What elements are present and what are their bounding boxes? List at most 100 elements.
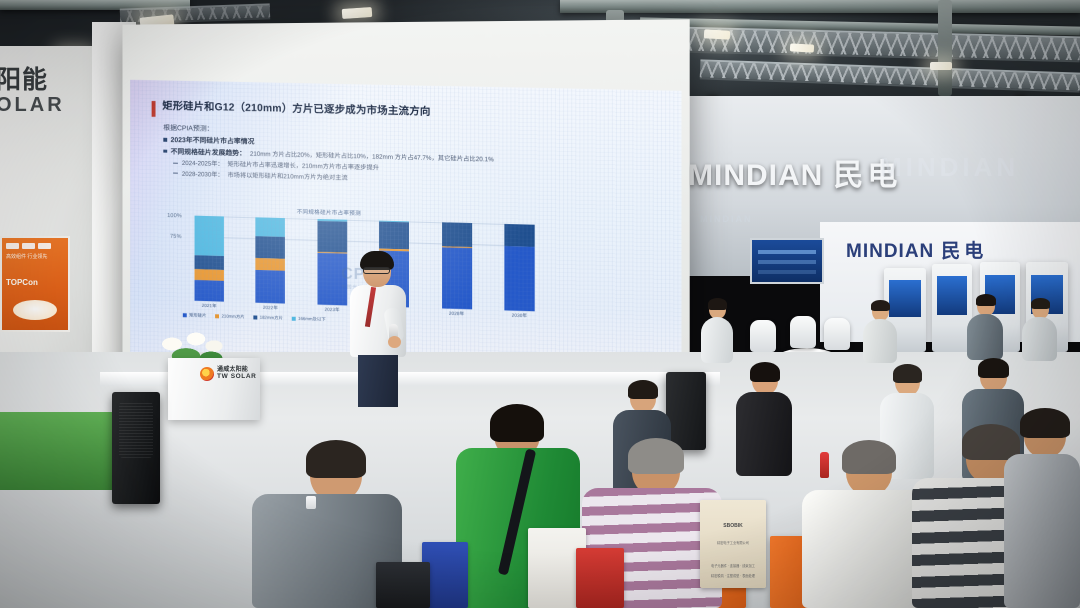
bar-segment-矩形硅片: [255, 270, 286, 304]
podium-brand-logo: 通威太阳能 TW SOLAR: [200, 367, 256, 381]
legend-label: 210mm方片: [221, 313, 245, 320]
legend-item-210mm方片: 210mm方片: [215, 313, 245, 320]
lounge-chair-2: [824, 318, 850, 350]
poster-headline: TOPCon: [6, 278, 38, 287]
left-booth-sign: 阳能 OLAR: [0, 68, 65, 116]
hair: [708, 298, 727, 310]
mindian-sign-top-cn: 民电: [833, 159, 902, 192]
hair: [842, 440, 896, 474]
audience-member-back-4: [1022, 298, 1058, 361]
x-tick-2022年: 2022年: [262, 304, 279, 311]
audience-member-mid-1: [734, 362, 794, 476]
bar-segment-182mm方片: [317, 220, 348, 253]
torso: [863, 319, 897, 363]
bullet-4-text: 市场将以矩形硅片和210mm方片为绝对主流: [227, 171, 348, 182]
bullet-square-icon: [163, 149, 167, 153]
presentation-podium: [168, 358, 260, 420]
panel-light-6: [930, 62, 952, 70]
hair: [1031, 298, 1050, 309]
chart-title: 不同规格硅片市占率预测: [296, 209, 361, 218]
tote-bag-dark: [376, 562, 430, 608]
poster-logo-row: [6, 243, 51, 249]
left-booth-sign-en: OLAR: [0, 94, 65, 116]
pa-speaker-left: [112, 392, 160, 504]
legend-item-166mm及以下: 166mm及以下: [291, 315, 326, 323]
legend-label: 166mm及以下: [298, 315, 326, 322]
ceiling-beam-upper-left: [0, 0, 190, 10]
tote-bag-red-2: [576, 548, 624, 608]
poster-logo-chip-3: [38, 243, 51, 249]
hair: [306, 440, 366, 478]
x-tick-2030年: 2030年: [511, 312, 528, 319]
torso: [1004, 454, 1080, 608]
bar-segment-矩形硅片: [504, 246, 535, 312]
handheld-microphone: [389, 324, 398, 344]
mindian-sign-top-en: MINDIAN: [688, 159, 824, 192]
hair: [628, 380, 658, 399]
legend-item-182mm方片: 182mm方片: [253, 314, 283, 321]
panel-light-2: [341, 6, 373, 20]
torso: [802, 490, 928, 608]
legend-swatch: [291, 316, 296, 321]
tote-bag-footer-2: 精密模具 · 注塑成型 · 表面处理: [711, 574, 755, 579]
mindian-sign-ghost: MINDIAN: [880, 152, 1020, 182]
chart-bar-2022年: [255, 217, 286, 304]
y-tick-100: 100%: [167, 212, 182, 220]
water-bottle: [820, 452, 829, 478]
kiosk-screen-1: [889, 279, 921, 317]
hair: [962, 424, 1020, 460]
presenter-hair: [360, 251, 394, 270]
audience-member-front-left: [252, 440, 402, 608]
hair: [978, 358, 1009, 378]
poster-logo-chip-1: [6, 243, 19, 249]
lounge-chair-3: [750, 320, 776, 352]
kiosk-screen-2: [936, 276, 968, 316]
hair: [893, 364, 922, 383]
panel-light-4: [789, 43, 815, 53]
audience-member-back-3: [966, 294, 1004, 360]
legend-swatch: [253, 315, 258, 320]
hair: [1020, 408, 1070, 438]
presenter: [344, 251, 412, 407]
bullet-dash-icon: [173, 172, 178, 174]
bar-segment-166mm及以下: [194, 215, 224, 256]
exhibit-kiosk-2: [932, 264, 972, 352]
tw-solar-logo-icon: [200, 367, 214, 381]
hair: [976, 294, 996, 306]
bar-segment-182mm方片: [255, 236, 286, 260]
tote-bag-footer-1: 电子元器件 · 连接器 · 线束加工: [711, 564, 755, 569]
audience-member-front-far-right: [1004, 408, 1080, 608]
ceiling-duct-right: [938, 0, 952, 96]
podium-brand-en: TW SOLAR: [217, 372, 257, 380]
legend-swatch: [215, 314, 220, 319]
bar-segment-182mm方片: [441, 222, 472, 248]
mindian-sign-top: MINDIAN 民电: [688, 150, 901, 194]
chart-bar-2023年: [317, 218, 348, 306]
presenter-hand: [388, 336, 401, 348]
x-tick-2021年: 2021年: [201, 302, 217, 309]
hair: [750, 362, 780, 382]
bar-segment-166mm及以下: [255, 217, 286, 237]
audience-member-back-2: [862, 300, 898, 363]
podium-brand-cn: 通威太阳能: [217, 367, 249, 374]
poster-product-image: [13, 300, 57, 320]
torso: [736, 392, 792, 476]
bar-segment-182mm方片: [504, 223, 535, 248]
mindian-sign-bottom-cn: 民电: [941, 241, 988, 262]
mindian-sign-small: MINDIAN: [700, 214, 753, 224]
tote-bag-subline: 精密电子工业有限公司: [717, 541, 749, 546]
poster-line-1: 高效组件 行业领先: [6, 254, 48, 260]
bar-segment-210mm方片: [255, 258, 286, 272]
mindian-sign-bottom: MINDIAN 民电: [846, 236, 987, 263]
hair: [871, 300, 890, 311]
presenter-glasses: [363, 267, 390, 274]
chart-legend: 矩形硅片 210mm方片 182mm方片 166mm及以下: [182, 312, 326, 323]
slide-title: 矩形硅片和G12（210mm）方片已逐步成为市场主流方向: [162, 100, 431, 118]
bullet-1-strong: 2023年不同硅片市占率情况: [170, 136, 255, 146]
bullet-2-strong: 不同规格硅片发展趋势：: [170, 148, 246, 158]
tote-bag-brand: SBOBIK: [723, 522, 743, 529]
hair: [490, 404, 544, 442]
lounge-chair-1: [790, 316, 816, 348]
booth-display-screen: [750, 238, 824, 284]
bullet-dash-icon: [173, 162, 178, 164]
